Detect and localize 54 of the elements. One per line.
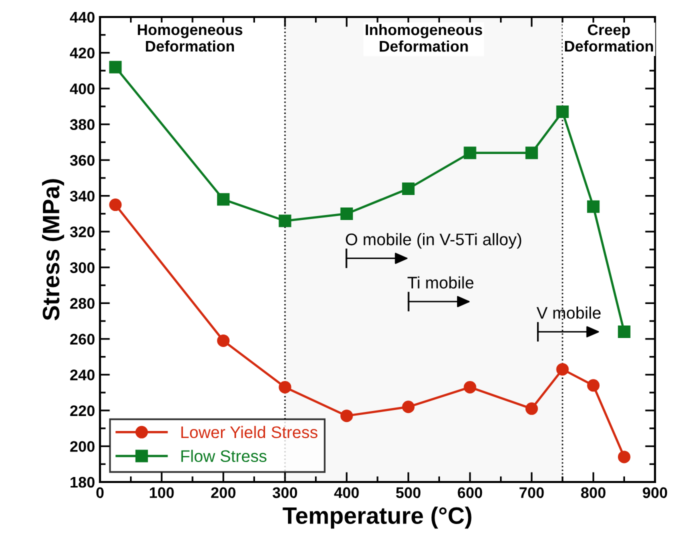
x-tick-label: 0	[96, 487, 104, 498]
y-tick-label: 380	[70, 119, 95, 130]
annotation: Ti mobile	[408, 276, 474, 289]
point	[618, 326, 630, 338]
y-tick-label: 180	[70, 476, 95, 488]
y-tick-label: 420	[70, 48, 95, 58]
point	[525, 402, 538, 415]
y-tick-label: 320	[70, 226, 95, 238]
point	[556, 363, 569, 376]
y-tick-label: 260	[70, 334, 95, 345]
x-tick-label: 300	[272, 487, 298, 498]
point	[340, 207, 353, 220]
annotation: O mobile (in V-5Ti alloy)	[346, 233, 522, 249]
point	[278, 380, 292, 394]
x-tick-label: 400	[334, 487, 359, 498]
y-tick-label: 400	[70, 83, 95, 94]
point	[278, 214, 292, 228]
y-tick-label: 440	[70, 12, 95, 23]
point	[556, 106, 569, 118]
x-tick-label: 100	[150, 487, 174, 498]
point	[587, 379, 600, 392]
y-tick-label: 220	[70, 405, 95, 416]
y-tick-label: 240	[70, 370, 95, 380]
point	[618, 450, 630, 464]
x-tick-label: 200	[211, 487, 236, 498]
point	[525, 146, 538, 160]
y-tick-label: 200	[70, 441, 95, 452]
annotation: Creep Deformation	[564, 24, 653, 52]
point	[109, 198, 122, 212]
point	[464, 380, 476, 394]
point	[587, 200, 600, 213]
point	[340, 410, 353, 422]
x-axis-title: Temperature (°C)	[282, 506, 472, 529]
point	[109, 60, 122, 74]
annotation: V mobile	[536, 306, 601, 319]
point	[402, 400, 415, 414]
y-tick-label: 300	[70, 262, 95, 274]
point	[402, 182, 415, 195]
legend-label: Lower Yield Stress	[181, 426, 318, 438]
y-tick-label: 360	[70, 154, 95, 166]
point	[217, 334, 230, 347]
legend-label: Flow Stress	[181, 450, 266, 462]
y-tick-label: 340	[70, 190, 95, 202]
y-axis-title: Stress (MPa)	[42, 179, 64, 320]
point	[217, 193, 230, 206]
x-tick-label: 800	[581, 487, 606, 498]
x-tick-label: 600	[458, 487, 482, 498]
x-tick-label: 500	[396, 487, 420, 498]
point	[464, 146, 476, 160]
x-tick-label: 700	[520, 487, 544, 498]
band-label: Inhomogeneous Deformation	[366, 24, 482, 52]
annotation: Homogeneous Deformation	[138, 24, 242, 52]
x-tick-label: 900	[642, 487, 668, 498]
y-tick-label: 280	[70, 298, 95, 309]
